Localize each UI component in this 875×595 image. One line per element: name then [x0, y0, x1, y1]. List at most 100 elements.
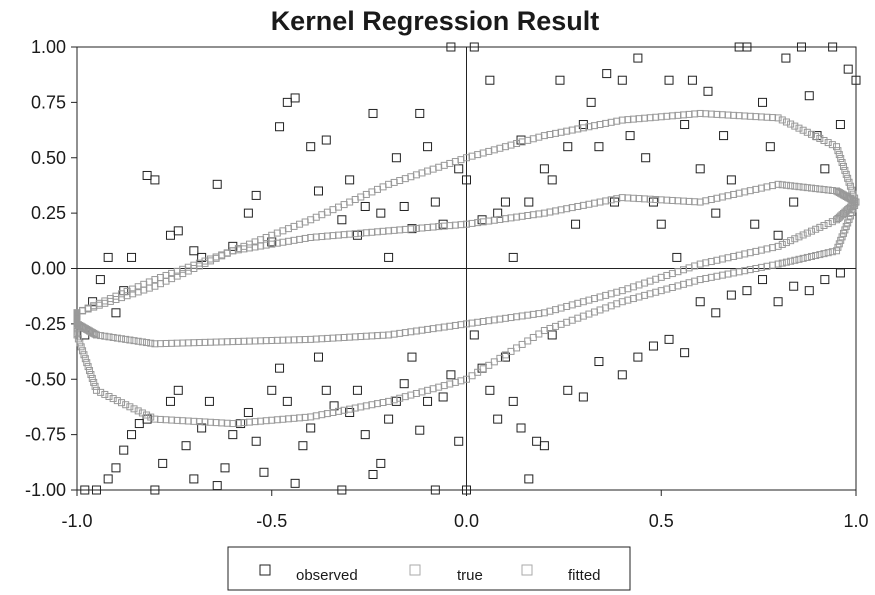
fitted-curve-point [151, 340, 159, 348]
observed-point [672, 252, 682, 262]
observed-point [469, 42, 479, 52]
observed-point [220, 463, 230, 473]
true-curve-point [778, 116, 786, 124]
observed-point [664, 75, 674, 85]
observed-point [438, 219, 448, 229]
true-curve-point [824, 249, 832, 257]
observed-point [127, 430, 137, 440]
observed-point [469, 330, 479, 340]
observed-point [189, 474, 199, 484]
observed-point [454, 164, 464, 174]
true-curve-point [795, 124, 803, 132]
legend-marker-fitted [521, 564, 533, 576]
observed-point [423, 142, 433, 152]
fitted-curve-point [130, 337, 138, 345]
true-curve-point [787, 120, 795, 128]
true-curve-point [833, 143, 841, 151]
fitted-curve-point [820, 186, 828, 194]
true-curve-point [80, 351, 88, 359]
true-curve-point [803, 253, 811, 261]
observed-point [586, 97, 596, 107]
observed-point [648, 341, 658, 351]
true-curve-point [76, 339, 84, 347]
observed-point [656, 219, 666, 229]
observed-point [181, 441, 191, 451]
true-curve-point [824, 139, 832, 147]
observed-point [399, 379, 409, 389]
observed-point [804, 91, 814, 101]
observed-point [454, 436, 464, 446]
fitted-curve-point [828, 218, 836, 226]
true-curve-point [126, 403, 134, 411]
observed-point [345, 175, 355, 185]
observed-point [796, 42, 806, 52]
observed-point [142, 170, 152, 180]
observed-point [298, 441, 308, 451]
fitted-curve-point [824, 186, 832, 194]
observed-point [150, 485, 160, 495]
observed-point [376, 208, 386, 218]
chart-title: Kernel Regression Result [271, 6, 600, 36]
observed-point [111, 308, 121, 318]
y-tick-label: 0.00 [31, 259, 66, 279]
observed-point [789, 281, 799, 291]
true-curve-point [795, 255, 803, 263]
observed-point [306, 142, 316, 152]
true-curve-point [118, 399, 126, 407]
observed-point [158, 458, 168, 468]
observed-point [150, 175, 160, 185]
observed-point [820, 275, 830, 285]
observed-point [680, 120, 690, 130]
observed-point [594, 357, 604, 367]
observed-point [485, 75, 495, 85]
observed-point [313, 352, 323, 362]
true-curve-point [834, 147, 842, 155]
observed-point [384, 252, 394, 262]
fitted-curve-point [816, 185, 824, 193]
observed-point [462, 175, 471, 185]
y-axis-ticks: 1.00 0.75 0.50 0.25 0.00 -0.25 -0.50 -0.75 -1.00 [25, 37, 77, 500]
legend-marker-observed [259, 564, 271, 576]
observed-point [345, 407, 355, 417]
observed-point [742, 286, 752, 296]
observed-point [251, 436, 261, 446]
observed-point [719, 131, 729, 141]
fitted-curve-point [799, 231, 807, 239]
observed-point [189, 246, 199, 256]
legend: observed true fitted [227, 546, 631, 591]
observed-point [820, 164, 830, 174]
observed-point [337, 215, 347, 225]
true-curve-point [820, 137, 828, 145]
observed-point [835, 120, 845, 130]
true-curve-point [807, 130, 815, 138]
true-curve-point [848, 186, 856, 194]
true-curve-point [828, 248, 836, 256]
observed-point [423, 396, 433, 406]
observed-point [376, 458, 386, 468]
y-tick-label: -0.75 [25, 425, 66, 445]
observed-point [508, 396, 518, 406]
observed-point [524, 197, 534, 207]
observed-point [438, 392, 448, 402]
fitted-curve-point [122, 335, 130, 343]
series-fitted [73, 180, 860, 348]
fitted-curve-point [105, 333, 113, 341]
fitted-curve-point [791, 235, 799, 243]
observed-point [851, 75, 861, 85]
observed-point [563, 385, 573, 395]
observed-point [321, 135, 331, 145]
y-tick-label: -1.00 [25, 480, 66, 500]
observed-point [539, 164, 549, 174]
true-curve-point [812, 132, 820, 140]
observed-point [742, 42, 752, 52]
observed-point [267, 385, 277, 395]
true-curve-point [86, 367, 94, 375]
observed-point [765, 142, 775, 152]
y-tick-label: 0.25 [31, 203, 66, 223]
observed-point [243, 407, 253, 417]
true-curve-point [91, 382, 99, 390]
observed-point [726, 175, 736, 185]
observed-point [664, 334, 674, 344]
fitted-curve-point [824, 220, 832, 228]
true-curve-point [84, 363, 92, 371]
